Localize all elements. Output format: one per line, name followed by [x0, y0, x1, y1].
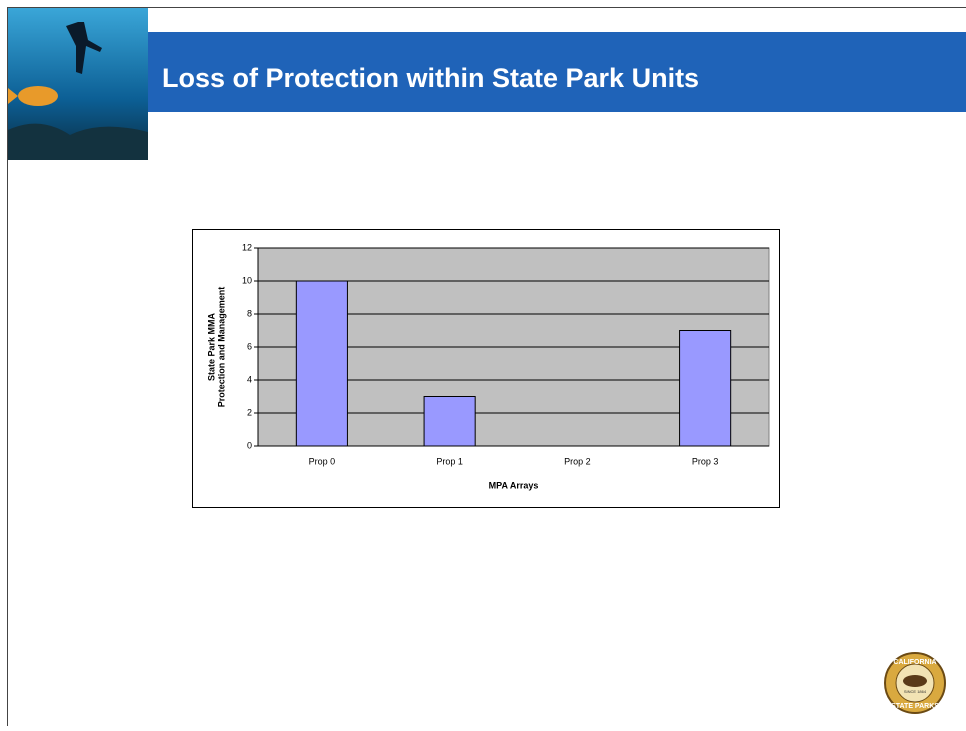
x-axis-label: MPA Arrays [489, 480, 539, 490]
logo: CALIFORNIA SINCE 1864 STATE PARKS [885, 653, 945, 713]
y-tick-label: 12 [242, 242, 252, 252]
y-axis-label: Protection and Management [216, 287, 226, 408]
y-tick-label: 6 [247, 341, 252, 351]
y-tick-label: 10 [242, 275, 252, 285]
slide-title: Loss of Protection within State Park Uni… [162, 63, 699, 93]
page: Loss of Protection within State Park Uni… [0, 0, 966, 726]
logo-since: SINCE 1864 [904, 689, 927, 694]
x-tick-label: Prop 2 [564, 456, 591, 466]
slide: Loss of Protection within State Park Uni… [0, 0, 966, 726]
y-axis-label: State Park MMA [206, 312, 216, 381]
logo-bottom: STATE PARKS [891, 703, 939, 710]
bar [680, 331, 731, 447]
header-photo [8, 8, 148, 160]
bar [296, 281, 347, 446]
y-tick-label: 4 [247, 374, 252, 384]
x-tick-label: Prop 1 [436, 456, 463, 466]
bar [424, 397, 475, 447]
logo-top: CALIFORNIA [893, 659, 936, 666]
x-tick-label: Prop 3 [692, 456, 719, 466]
y-tick-label: 8 [247, 308, 252, 318]
y-tick-label: 0 [247, 440, 252, 450]
x-tick-label: Prop 0 [309, 456, 336, 466]
y-tick-label: 2 [247, 407, 252, 417]
